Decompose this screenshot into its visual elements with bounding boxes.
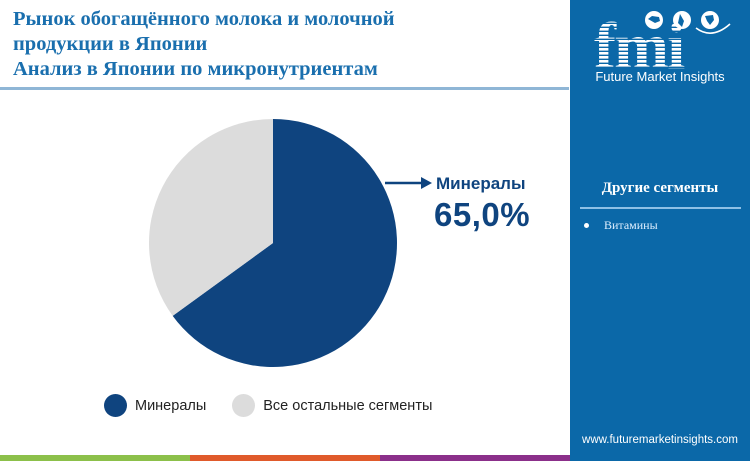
callout-label: Минералы xyxy=(436,174,526,193)
legend-item-other-segments: Все остальные сегменты xyxy=(232,394,432,417)
chart-legend: Минералы Все остальные сегменты xyxy=(104,394,458,417)
website-link[interactable]: www.futuremarketinsights.com xyxy=(582,434,738,446)
other-segments-list: Витамины xyxy=(584,218,658,233)
legend-label: Все остальные сегменты xyxy=(263,397,433,414)
title-line-3: Анализ в Японии по микронутриентам xyxy=(13,58,378,80)
pie-chart xyxy=(149,119,397,368)
pie-slice-minerals xyxy=(172,119,397,368)
legend-item-minerals: Минералы xyxy=(104,394,206,417)
legend-swatch-icon xyxy=(104,394,127,417)
sidebar-panel: fmi Future Market Insights Другие сегмен… xyxy=(570,0,750,461)
chart-title: Рынок обогащённого молока и молочной про… xyxy=(13,7,568,82)
sidebar-divider xyxy=(580,207,741,209)
footer-strip-orange xyxy=(190,455,380,461)
list-item: Витамины xyxy=(584,218,658,233)
pie-slice-other-segments xyxy=(149,119,273,316)
svg-text:fmi: fmi xyxy=(594,10,685,70)
title-line-1: Рынок обогащённого молока и молочной xyxy=(13,8,395,30)
callout-arrow-icon xyxy=(385,177,432,189)
footer-strip-purple xyxy=(380,455,570,461)
title-line-2: продукции в Японии xyxy=(13,33,208,55)
callout-value: 65,0% xyxy=(434,196,531,233)
legend-swatch-icon xyxy=(232,394,256,417)
legend-label: Минералы xyxy=(135,397,207,414)
footer-strip-green xyxy=(0,455,190,461)
pie-slices xyxy=(149,119,397,368)
bullet-icon xyxy=(584,223,589,228)
list-item-label: Витамины xyxy=(604,218,658,232)
other-segments-heading: Другие сегменты xyxy=(601,180,719,196)
fmi-logo-icon: fmi xyxy=(594,10,731,70)
title-divider xyxy=(0,87,569,90)
logo-subtitle: Future Market Insights xyxy=(595,69,725,84)
